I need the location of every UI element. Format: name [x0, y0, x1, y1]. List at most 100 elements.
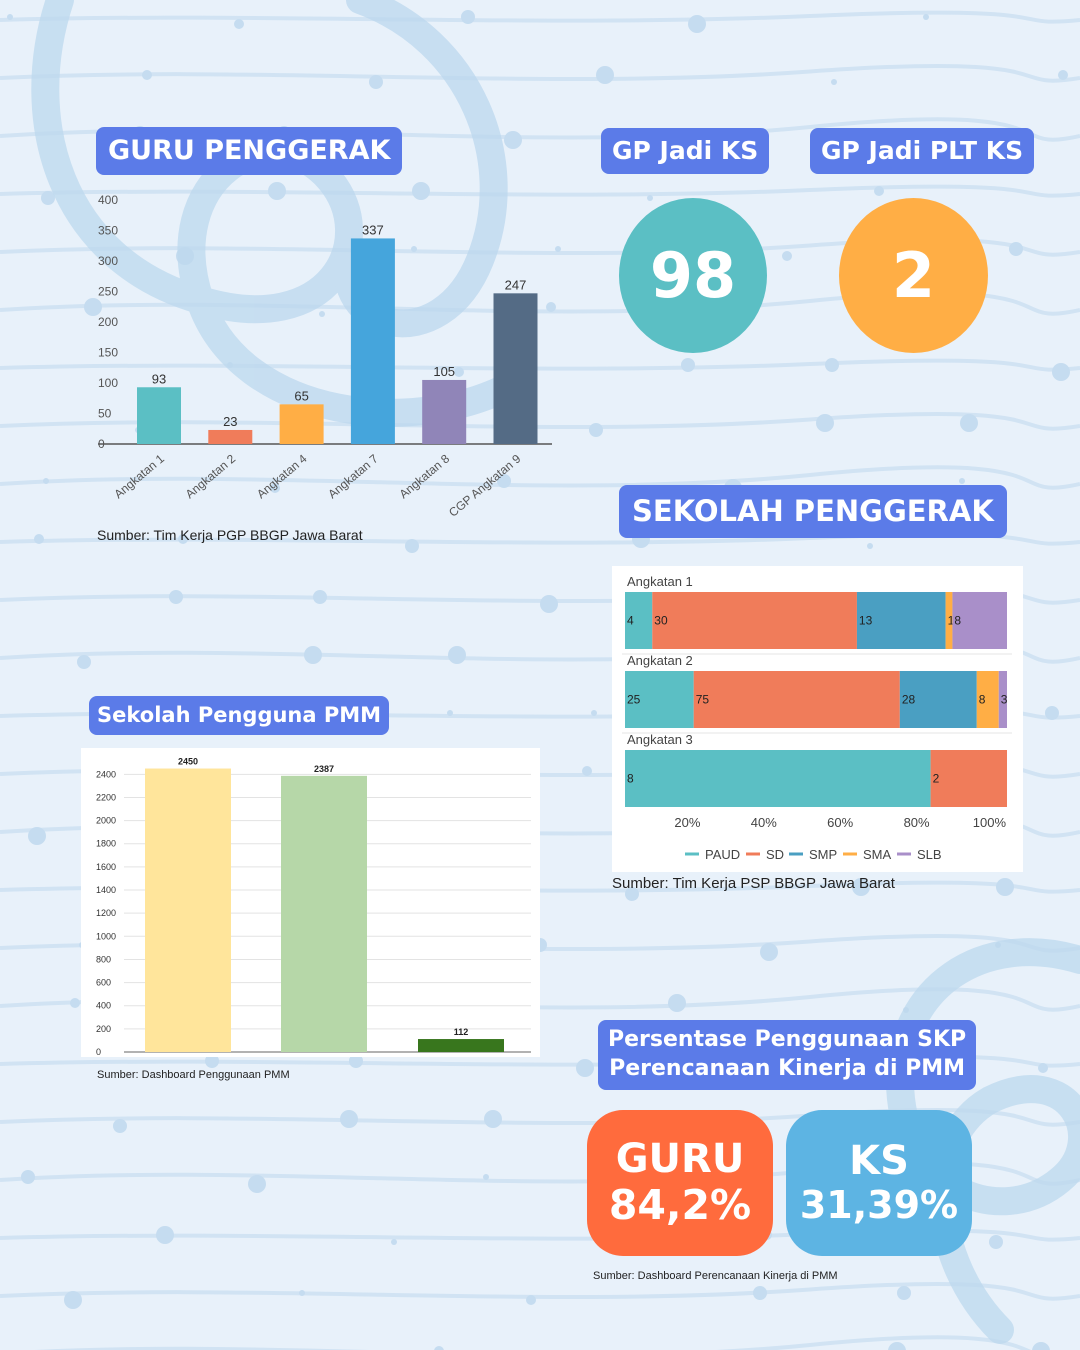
legend-label: SMP [809, 847, 837, 862]
data-label: 65 [294, 388, 308, 403]
y-tick-label: 50 [98, 407, 112, 421]
x-tick-label: CGP Angkatan 9 [446, 451, 524, 519]
x-tick-label: Angkatan 2 [183, 451, 239, 501]
y-tick-label: 200 [96, 1024, 111, 1034]
bg-dot [497, 474, 511, 488]
gp-jadi-plt-ks-circle: 2 [839, 198, 988, 353]
stack-segment [856, 592, 946, 649]
bg-dot [178, 534, 188, 544]
bg-wave-line [0, 532, 1080, 546]
bg-wave-line [0, 358, 1080, 372]
bar [145, 768, 231, 1052]
bg-dot [888, 1342, 906, 1350]
bg-dot [349, 1054, 363, 1068]
ks-skp-box: KS 31,39% [786, 1110, 972, 1256]
guru-penggerak-title: GURU PENGGERAK [96, 127, 403, 176]
bg-dot [540, 595, 558, 613]
bg-dot [411, 246, 417, 252]
y-tick-label: 2400 [96, 769, 116, 779]
segment-label: 13 [859, 614, 873, 628]
segment-label: 28 [902, 693, 916, 707]
ks-skp-label: KS [849, 1138, 909, 1185]
bar [279, 404, 324, 444]
row-label: Angkatan 3 [627, 732, 693, 747]
stack-segment [625, 592, 653, 649]
bg-wave-line [0, 63, 1080, 83]
bg-dot [526, 1295, 536, 1305]
bar [422, 379, 467, 444]
bg-dot [234, 19, 244, 29]
bg-dot [760, 943, 778, 961]
bg-dot [34, 534, 44, 544]
bg-dot [923, 14, 929, 20]
segment-label: 8 [954, 614, 961, 628]
y-tick-label: 2200 [96, 792, 116, 802]
bg-dot [1052, 363, 1070, 381]
stack-segment [952, 592, 1007, 649]
bar [493, 293, 538, 444]
bg-dot [448, 646, 466, 664]
data-label: 105 [433, 364, 455, 379]
bg-dot [70, 998, 80, 1008]
bg-dot [483, 1174, 489, 1180]
bg-dot [625, 887, 639, 901]
stack-segment [976, 671, 999, 728]
gp-jadi-ks-circle: 98 [619, 198, 767, 353]
x-tick-label: 20% [674, 815, 700, 830]
bg-wave-line [0, 465, 1080, 490]
bg-dot [412, 182, 430, 200]
sekolah-penggerak-title: SEKOLAH PENGGERAK [619, 485, 1007, 538]
guru-skp-box: GURU 84,2% [587, 1110, 773, 1256]
bg-wave-line [0, 411, 1080, 431]
y-tick-label: 600 [96, 978, 111, 988]
pmm-source: Sumber: Dashboard Penggunaan PMM [97, 1069, 290, 1081]
segment-label: 75 [696, 693, 710, 707]
x-tick-label: 60% [827, 815, 853, 830]
bg-dot [831, 79, 837, 85]
y-tick-label: 400 [98, 193, 118, 207]
sekolah-penggerak-source: Sumber: Tim Kerja PSP BBGP Jawa Barat [612, 875, 895, 892]
stack-segment [693, 671, 900, 728]
y-tick-label: 150 [98, 346, 118, 360]
bg-dot [852, 878, 870, 896]
bg-dot [268, 182, 286, 200]
bg-dot [582, 766, 592, 776]
bg-dot [270, 483, 280, 493]
gp-jadi-plt-ks-label: GP Jadi PLT KS [810, 128, 1035, 174]
data-label: 2387 [314, 764, 334, 774]
bg-dot [313, 590, 327, 604]
bg-dot [504, 131, 522, 149]
row-label: Angkatan 2 [627, 653, 693, 668]
bg-dot [688, 15, 706, 33]
bg-dot [1032, 1342, 1050, 1350]
bar [418, 1039, 504, 1052]
x-tick-label: 40% [751, 815, 777, 830]
bg-dot [21, 1170, 35, 1184]
segment-label: 8 [979, 693, 986, 707]
bg-dot [454, 367, 464, 377]
bg-dot [816, 414, 834, 432]
bg-dot [647, 195, 653, 201]
segment-label: 4 [627, 614, 634, 628]
bg-dot [867, 543, 873, 549]
y-tick-label: 200 [98, 315, 118, 329]
bg-dot [753, 1286, 767, 1300]
bg-dot [340, 1110, 358, 1128]
guru-skp-value: 84,2% [608, 1181, 752, 1230]
y-tick-label: 350 [98, 224, 118, 238]
y-tick-label: 300 [98, 254, 118, 268]
stack-segment [930, 750, 1007, 807]
skp-title-line-1: Persentase Penggunaan SKP [608, 1027, 967, 1052]
y-tick-label: 1000 [96, 931, 116, 941]
bg-dot [156, 1226, 174, 1244]
segment-label: 2 [933, 772, 940, 786]
x-tick-label: 80% [904, 815, 930, 830]
segment-label: 1 [948, 614, 955, 628]
bg-dot [596, 66, 614, 84]
y-tick-label: 1400 [96, 885, 116, 895]
data-label: 2450 [178, 757, 198, 767]
bg-dot [447, 710, 453, 716]
bg-wave-line [0, 1281, 1080, 1301]
